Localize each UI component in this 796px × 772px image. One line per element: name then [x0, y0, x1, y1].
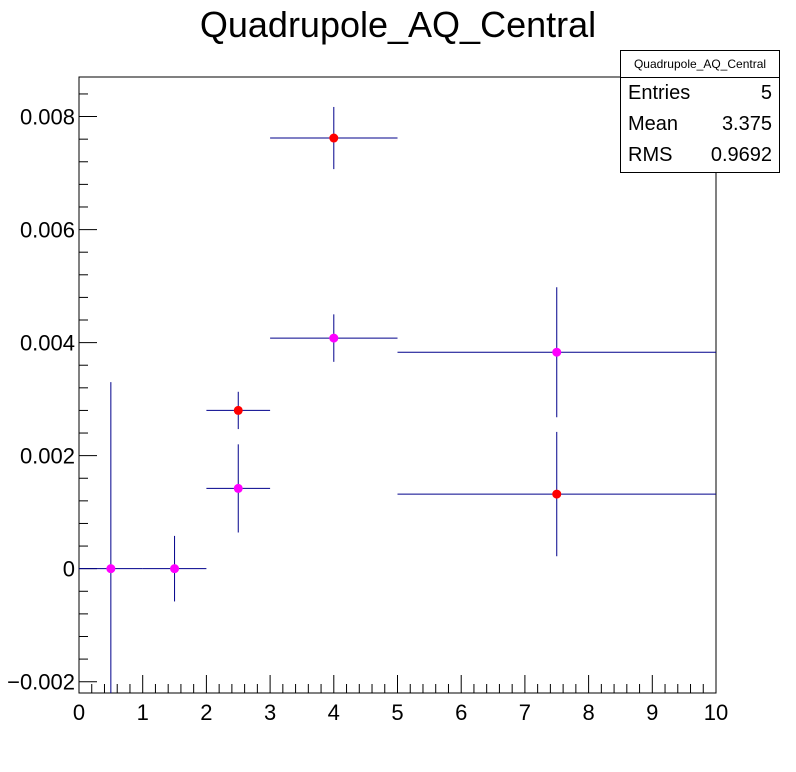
stats-label: RMS — [628, 144, 673, 166]
stats-value: 0.9692 — [710, 144, 772, 166]
stats-row-entries: Entries 5 — [621, 78, 779, 109]
y-tick-label: 0.004 — [20, 331, 75, 356]
x-tick-label: 2 — [200, 700, 212, 725]
stats-label: Entries — [628, 82, 691, 104]
y-tick-label: 0.002 — [20, 444, 75, 469]
x-tick-label: 7 — [519, 700, 531, 725]
stats-box-title: Quadrupole_AQ_Central — [621, 51, 779, 78]
stats-value: 3.375 — [721, 113, 772, 135]
x-tick-label: 8 — [582, 700, 594, 725]
stats-value: 5 — [760, 82, 772, 104]
data-point — [552, 489, 562, 499]
x-tick-label: 5 — [391, 700, 403, 725]
stats-box: Quadrupole_AQ_Central Entries 5 Mean 3.3… — [620, 50, 780, 173]
data-point — [329, 333, 339, 343]
y-tick-label: 0 — [63, 557, 75, 582]
stats-row-mean: Mean 3.375 — [621, 109, 779, 140]
data-point — [552, 347, 562, 357]
chart-title: Quadrupole_AQ_Central — [199, 4, 597, 45]
y-tick-label: 0.006 — [20, 218, 75, 243]
x-tick-label: 3 — [264, 700, 276, 725]
x-tick-label: 6 — [455, 700, 467, 725]
data-point — [233, 483, 243, 493]
stats-label: Mean — [628, 113, 679, 135]
y-tick-label: −0.002 — [7, 670, 75, 695]
data-point — [106, 564, 116, 574]
data-point — [329, 133, 339, 143]
x-tick-label: 9 — [646, 700, 658, 725]
x-tick-label: 10 — [704, 700, 728, 725]
x-tick-label: 4 — [328, 700, 340, 725]
x-tick-label: 1 — [137, 700, 149, 725]
stats-row-rms: RMS 0.9692 — [621, 140, 779, 171]
x-tick-label: 0 — [73, 700, 85, 725]
data-point — [233, 405, 243, 415]
y-tick-label: 0.008 — [20, 105, 75, 130]
data-point — [170, 564, 180, 574]
